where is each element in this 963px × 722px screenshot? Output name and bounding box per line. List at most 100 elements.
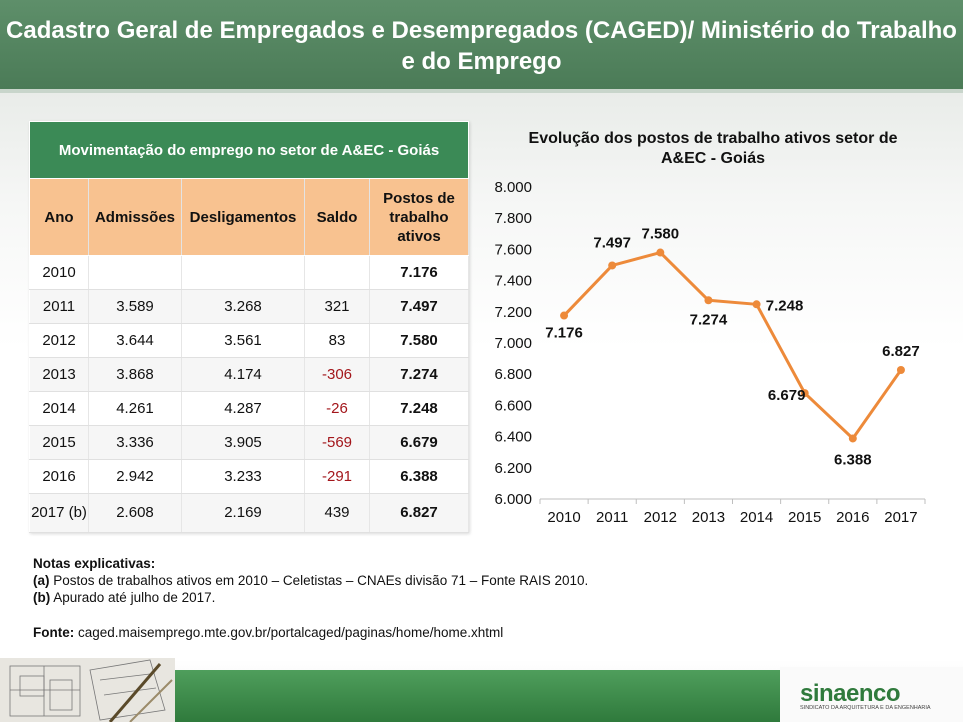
table-body: 2010 7.176 2011 3.589 3.268 321 7.497 2012 3.644…	[29, 255, 469, 533]
y-tick-label: 8.000	[494, 179, 532, 196]
cell-desligamentos: 4.174	[181, 357, 305, 392]
cell-postos: 6.388	[369, 459, 469, 494]
note-b-text: Apurado até julho de 2017.	[50, 590, 216, 605]
cell-admissoes	[88, 255, 182, 290]
cell-ano: 2010	[29, 255, 89, 290]
blueprint-sketch-image	[0, 658, 175, 722]
y-tick-label: 6.400	[494, 429, 532, 446]
column-header: Saldo	[304, 178, 370, 256]
cell-desligamentos: 3.233	[181, 459, 305, 494]
column-header: Admissões	[88, 178, 182, 256]
data-point	[848, 434, 857, 443]
y-tick-label: 7.400	[494, 273, 532, 290]
cell-admissoes: 2.942	[88, 459, 182, 494]
note-b-key: (b)	[33, 590, 51, 605]
cell-saldo	[304, 255, 370, 290]
explanatory-notes: Notas explicativas: (a) Postos de trabal…	[33, 555, 588, 606]
x-tick-label: 2015	[788, 509, 821, 526]
slide-title: Cadastro Geral de Empregados e Desempreg…	[6, 17, 957, 75]
cell-saldo: -569	[304, 425, 370, 460]
footer-green-bar	[160, 670, 780, 722]
y-tick-label: 7.600	[494, 241, 532, 258]
cell-desligamentos	[181, 255, 305, 290]
note-a-key: (a)	[33, 573, 50, 588]
cell-admissoes: 3.336	[88, 425, 182, 460]
sinaenco-logo: sinaenco	[800, 680, 901, 707]
cell-ano: 2015	[29, 425, 89, 460]
cell-saldo: -306	[304, 357, 370, 392]
table-row: 2013 3.868 4.174 -306 7.274	[29, 357, 469, 392]
table-row: 2017 (b) 2.608 2.169 439 6.827	[29, 493, 469, 533]
slide-title-bar: Cadastro Geral de Empregados e Desempreg…	[0, 0, 963, 93]
footer-logo-area	[780, 667, 963, 722]
cell-postos: 7.497	[369, 289, 469, 324]
x-tick-label: 2010	[547, 509, 580, 526]
cell-ano: 2013	[29, 357, 89, 392]
y-tick-label: 7.200	[494, 304, 532, 321]
data-point	[656, 248, 665, 257]
cell-saldo: 83	[304, 323, 370, 358]
data-point	[704, 296, 713, 305]
x-tick-label: 2012	[644, 509, 677, 526]
x-tick-label: 2016	[836, 509, 869, 526]
table-row: 2015 3.336 3.905 -569 6.679	[29, 425, 469, 460]
column-header: Ano	[29, 178, 89, 256]
notes-heading: Notas explicativas:	[33, 556, 156, 571]
sinaenco-logo-subtitle: SINDICATO DA ARQUITETURA E DA ENGENHARIA	[800, 705, 931, 711]
x-tick-label: 2017	[884, 509, 917, 526]
data-label: 6.679	[768, 387, 806, 404]
table-header-row: Ano Admissões Desligamentos Saldo Postos de …	[29, 178, 469, 256]
cell-saldo: 321	[304, 289, 370, 324]
cell-saldo: -291	[304, 459, 370, 494]
source-url: caged.maisemprego.mte.gov.br/portalcaged…	[74, 625, 504, 640]
cell-admissoes: 2.608	[88, 493, 182, 533]
cell-desligamentos: 3.268	[181, 289, 305, 324]
data-label: 7.274	[690, 311, 728, 328]
y-tick-label: 7.000	[494, 335, 532, 352]
cell-postos: 6.827	[369, 493, 469, 533]
cell-ano: 2017 (b)	[29, 493, 89, 533]
y-tick-label: 6.800	[494, 366, 532, 383]
cell-ano: 2012	[29, 323, 89, 358]
data-point	[752, 300, 761, 309]
cell-ano: 2011	[29, 289, 89, 324]
data-label: 6.827	[882, 343, 920, 360]
cell-postos: 7.176	[369, 255, 469, 290]
data-point	[896, 365, 905, 374]
table-caption: Movimentação do emprego no setor de A&EC…	[29, 121, 469, 179]
source-line: Fonte: caged.maisemprego.mte.gov.br/port…	[33, 625, 503, 640]
x-tick-label: 2011	[596, 509, 628, 526]
employment-table: Movimentação do emprego no setor de A&EC…	[29, 121, 469, 533]
cell-admissoes: 3.868	[88, 357, 182, 392]
data-label: 7.580	[642, 226, 680, 243]
note-a: (a) Postos de trabalhos ativos em 2010 –…	[33, 572, 588, 589]
y-tick-label: 6.200	[494, 460, 532, 477]
source-label: Fonte:	[33, 625, 75, 640]
cell-admissoes: 3.644	[88, 323, 182, 358]
data-point	[608, 261, 617, 270]
title-divider	[0, 89, 963, 93]
cell-postos: 7.274	[369, 357, 469, 392]
cell-saldo: 439	[304, 493, 370, 533]
cell-desligamentos: 4.287	[181, 391, 305, 426]
table-row: 2011 3.589 3.268 321 7.497	[29, 289, 469, 324]
x-tick-label: 2014	[740, 509, 773, 526]
cell-ano: 2014	[29, 391, 89, 426]
table-row: 2012 3.644 3.561 83 7.580	[29, 323, 469, 358]
table-row: 2016 2.942 3.233 -291 6.388	[29, 459, 469, 494]
data-label: 7.176	[545, 325, 583, 342]
note-a-text: Postos de trabalhos ativos em 2010 – Cel…	[49, 573, 589, 588]
data-label: 7.248	[766, 297, 804, 314]
cell-ano: 2016	[29, 459, 89, 494]
y-tick-label: 6.600	[494, 397, 532, 414]
column-header: Desligamentos	[181, 178, 305, 256]
data-label: 7.497	[593, 234, 631, 251]
x-tick-label: 2013	[692, 509, 725, 526]
cell-postos: 7.580	[369, 323, 469, 358]
line-chart: 6.000 6.200 6.400 6.600 6.800 7.000 7.200 7.400…	[494, 179, 926, 526]
data-label: 6.388	[834, 451, 872, 468]
y-tick-label: 6.000	[494, 491, 532, 508]
data-point	[800, 389, 809, 398]
cell-desligamentos: 3.561	[181, 323, 305, 358]
note-b: (b) Apurado até julho de 2017.	[33, 589, 588, 606]
